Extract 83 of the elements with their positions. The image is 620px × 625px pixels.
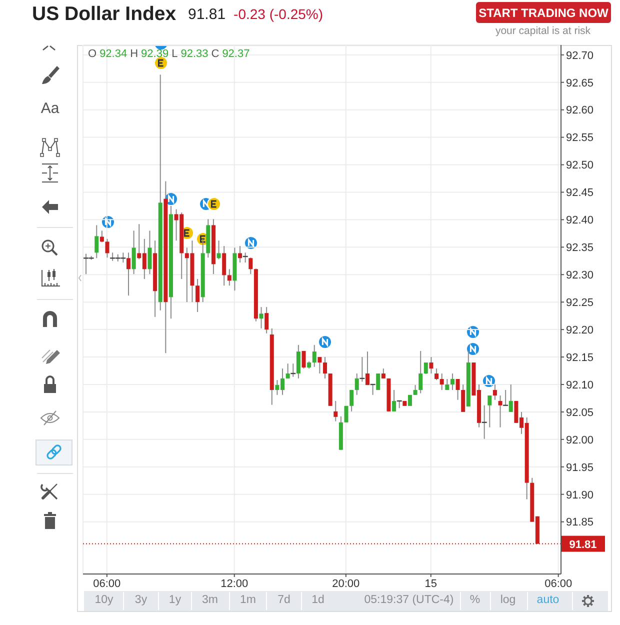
- y-tick-label: 92.25: [566, 296, 594, 309]
- y-tick-label: 91.85: [566, 516, 594, 529]
- candlestick: [312, 344, 316, 368]
- candlestick: [350, 389, 354, 412]
- text: 3y: [134, 594, 148, 606]
- candlestick: [354, 372, 359, 396]
- candlestick: [94, 224, 99, 259]
- text: auto: [536, 594, 560, 606]
- candlestick: [286, 363, 290, 379]
- text: 3m: [202, 594, 218, 606]
- candlestick: [461, 384, 466, 412]
- button: START TRADING NOW: [476, 2, 611, 23]
- candlestick: [445, 378, 450, 390]
- text: 1y: [168, 594, 182, 606]
- candlestick: [508, 384, 513, 412]
- text: 05:19:37 (UTC-4): [364, 594, 454, 606]
- candlestick: [418, 350, 423, 394]
- y-tick-label: 91.90: [566, 489, 594, 502]
- candlestick: [196, 278, 200, 312]
- candlestick: [248, 257, 253, 275]
- candlestick: [318, 356, 322, 374]
- candlestick: [376, 373, 380, 390]
- ref-line-label: 91.81: [569, 538, 597, 551]
- candlestick: [132, 230, 136, 275]
- text: 1m: [240, 594, 256, 606]
- y-tick-label: 92.05: [566, 406, 594, 419]
- y-tick-label: 91.95: [566, 462, 594, 474]
- y-tick-label: 92.65: [566, 77, 594, 90]
- candlestick: [216, 240, 221, 260]
- candlestick: [456, 378, 460, 400]
- x-tick-label: 15: [424, 578, 438, 590]
- y-tick-label: 92.00: [566, 434, 594, 446]
- x-tick-label: 20:00: [332, 578, 360, 590]
- candlestick: [259, 306, 264, 329]
- candlestick: [488, 394, 492, 428]
- annotation: O 92.34 H 92.39 L 92.33 C 92.37: [88, 48, 250, 60]
- text: log: [500, 594, 516, 606]
- x-tick-label: 12:00: [220, 578, 248, 590]
- y-tick-label: 92.15: [566, 352, 594, 364]
- candlestick: [440, 372, 444, 390]
- y-tick-label: 92.55: [566, 132, 594, 144]
- x-tick-label: 06:00: [544, 578, 572, 590]
- candlestick: [492, 384, 497, 400]
- candlestick: [424, 362, 428, 375]
- y-tick-label: 92.45: [566, 187, 594, 200]
- text: your capital is at risk: [495, 25, 591, 37]
- candlestick: [148, 230, 152, 275]
- y-tick-label: 92.60: [566, 104, 594, 117]
- candlestick: [344, 405, 348, 423]
- candlestick: [381, 368, 386, 379]
- candlestick: [323, 356, 327, 379]
- candlestick: [429, 356, 434, 374]
- candlestick: [450, 372, 454, 390]
- y-tick-label: 92.70: [566, 50, 594, 62]
- chart-subtitle: 91.81 -0.23 (-0.25%): [188, 6, 324, 23]
- y-tick-label: 92.20: [566, 324, 594, 336]
- candlestick: [498, 394, 502, 428]
- text: Aa: [40, 100, 60, 117]
- candlestick: [392, 389, 396, 412]
- chart-title: US Dollar Index: [32, 3, 176, 25]
- candlestick: [222, 246, 226, 286]
- y-tick-label: 92.10: [566, 379, 594, 392]
- text: 10y: [94, 594, 114, 606]
- y-tick-label: 92.50: [566, 160, 594, 172]
- candlestick: [238, 246, 242, 264]
- candlestick: [227, 268, 232, 286]
- y-tick-label: 92.40: [566, 214, 594, 227]
- text: 1d: [312, 594, 324, 606]
- y-tick-label: 92.35: [566, 242, 594, 254]
- candlestick: [100, 230, 104, 243]
- candlestick: [264, 306, 269, 334]
- candlestick: [105, 238, 110, 258]
- candlestick: [302, 350, 306, 370]
- candlestick: [434, 368, 439, 381]
- candlestick: [365, 351, 370, 386]
- x-tick-label: 06:00: [93, 578, 121, 590]
- candlestick: [413, 384, 418, 396]
- candlestick: [334, 400, 338, 422]
- y-tick-label: 92.30: [566, 270, 594, 282]
- text: 7d: [278, 594, 290, 606]
- candlestick: [126, 252, 130, 296]
- candlestick: [296, 344, 300, 379]
- text: %: [470, 594, 480, 606]
